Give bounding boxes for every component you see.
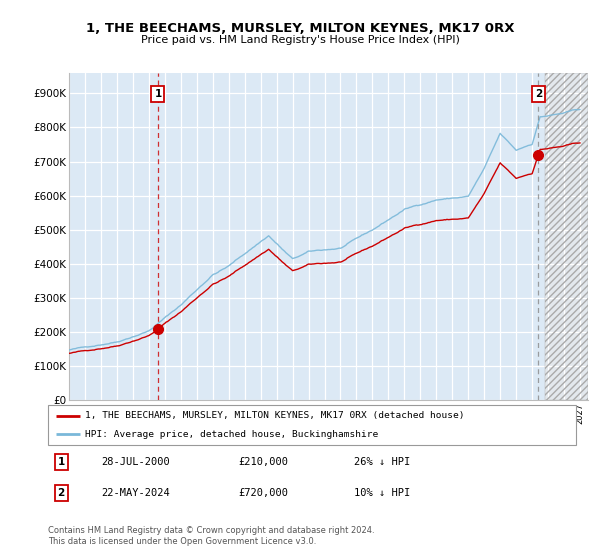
Text: 2: 2 xyxy=(58,488,65,498)
Text: 2: 2 xyxy=(535,89,542,99)
Bar xyxy=(545,73,588,400)
Bar xyxy=(545,73,588,400)
Text: 10% ↓ HPI: 10% ↓ HPI xyxy=(354,488,410,498)
FancyBboxPatch shape xyxy=(48,405,576,445)
Text: 28-JUL-2000: 28-JUL-2000 xyxy=(101,457,170,467)
Text: HPI: Average price, detached house, Buckinghamshire: HPI: Average price, detached house, Buck… xyxy=(85,430,378,439)
Text: Contains HM Land Registry data © Crown copyright and database right 2024.
This d: Contains HM Land Registry data © Crown c… xyxy=(48,526,374,546)
Text: 1: 1 xyxy=(58,457,65,467)
Text: 22-MAY-2024: 22-MAY-2024 xyxy=(101,488,170,498)
Text: £720,000: £720,000 xyxy=(238,488,288,498)
Text: Price paid vs. HM Land Registry's House Price Index (HPI): Price paid vs. HM Land Registry's House … xyxy=(140,35,460,45)
Text: 1, THE BEECHAMS, MURSLEY, MILTON KEYNES, MK17 0RX: 1, THE BEECHAMS, MURSLEY, MILTON KEYNES,… xyxy=(86,22,514,35)
Text: 1, THE BEECHAMS, MURSLEY, MILTON KEYNES, MK17 0RX (detached house): 1, THE BEECHAMS, MURSLEY, MILTON KEYNES,… xyxy=(85,411,464,420)
Text: £210,000: £210,000 xyxy=(238,457,288,467)
Text: 1: 1 xyxy=(154,89,161,99)
Text: 26% ↓ HPI: 26% ↓ HPI xyxy=(354,457,410,467)
